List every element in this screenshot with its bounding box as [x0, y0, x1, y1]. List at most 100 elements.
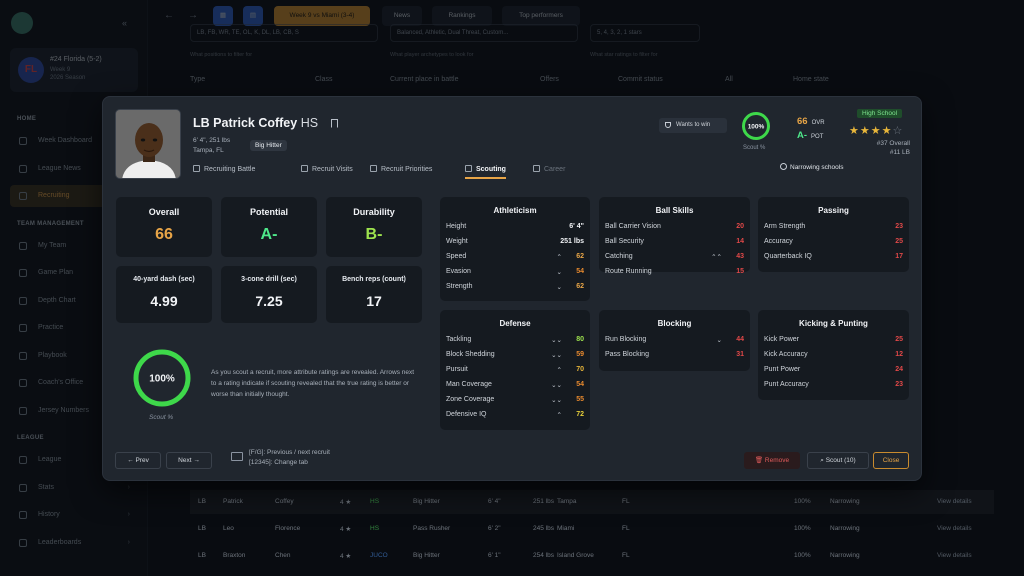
position-filter[interactable]: LB, FB, WR, TE, OL, K, DL, LB, CB, S: [190, 24, 378, 42]
bookmark-icon[interactable]: [331, 119, 338, 128]
rankings-button[interactable]: Rankings: [432, 6, 492, 26]
table-cell: 4 ★: [340, 499, 352, 506]
table-cell: FL: [622, 498, 630, 505]
table-cell: Coffey: [275, 498, 294, 505]
close-button[interactable]: Close: [873, 452, 909, 469]
arrow-up-icon: ⌃: [556, 254, 562, 261]
overall-card: Overall 66: [116, 197, 212, 257]
table-cell[interactable]: View details: [937, 525, 972, 532]
attribute-name: Punt Accuracy: [764, 381, 809, 388]
prev-button[interactable]: ← Prev: [115, 452, 161, 469]
sidebar-item-label: Playbook: [38, 351, 67, 359]
nav-icon: [19, 164, 27, 173]
attribute-name: Punt Power: [764, 366, 801, 373]
sidebar-item-jersey-numbers[interactable]: Jersey Numbers: [10, 400, 138, 422]
arrow-up-icon: ⌃: [556, 412, 562, 419]
sidebar-item-coach-s-office[interactable]: Coach's Office: [10, 372, 138, 394]
week-game-button[interactable]: Week 9 vs Miami (3-4): [274, 6, 370, 26]
team-name: #24 Florida (5-2): [50, 56, 102, 63]
top-bar: ← → ▦ ▤ Week 9 vs Miami (3-4) News Ranki…: [148, 0, 1024, 32]
sidebar-item-label: League News: [38, 164, 81, 172]
table-row[interactable]: LB Braxton Chen 4 ★ JUCO Big Hitter 6' 1" 254 l…: [190, 544, 994, 568]
scout-button[interactable]: ⌕ Scout (10): [807, 452, 869, 469]
card-value: 66: [155, 226, 173, 243]
column-header: Class: [315, 76, 333, 83]
panel-title: Defense: [499, 319, 531, 328]
table-cell: Chen: [275, 552, 291, 559]
sidebar-item-game-plan[interactable]: Game Plan: [10, 262, 138, 284]
arrow-up-icon: ⌃: [556, 367, 562, 374]
card-value: B-: [365, 226, 383, 243]
table-cell: FL: [622, 552, 630, 559]
attribute-value: 62: [576, 253, 584, 260]
next-button[interactable]: Next →: [166, 452, 212, 469]
sidebar-item-history[interactable]: History ›: [10, 504, 138, 526]
calendar-button[interactable]: ▤: [243, 6, 263, 26]
tab-career[interactable]: Career: [533, 165, 565, 173]
table-row[interactable]: LB Patrick Coffey 4 ★ HS Big Hitter 6' 4" 251 l…: [190, 490, 994, 514]
grid-view-button[interactable]: ▦: [213, 6, 233, 26]
card-label: Bench reps (count): [342, 276, 406, 283]
top-performers-button[interactable]: Top performers: [502, 6, 580, 26]
table-cell: 6' 4": [488, 498, 501, 505]
archetype-filter[interactable]: Balanced, Athletic, Dual Threat, Custom.…: [390, 24, 578, 42]
keyboard-icon: [231, 452, 243, 461]
table-row[interactable]: LB Leo Florence 4 ★ HS Pass Rusher 6' 2" 245 lb…: [190, 517, 994, 541]
scout-percent: 100%: [748, 124, 765, 131]
battle-icon: [193, 165, 200, 172]
player-avatar: [115, 109, 181, 179]
attribute-row: Block Shedding ⌄⌄ 59: [446, 351, 584, 366]
attribute-name: Kick Power: [764, 336, 800, 343]
sidebar-item-stats[interactable]: Stats ›: [10, 477, 138, 499]
back-arrow-icon[interactable]: ←: [164, 10, 174, 21]
status-icon: [780, 163, 787, 170]
filter-hint: What player archetypes to look for: [390, 52, 474, 58]
priorities-icon: [370, 165, 377, 172]
stars-filter[interactable]: 5, 4, 3, 2, 1 stars: [590, 24, 700, 42]
tab-recruit-priorities[interactable]: Recruit Priorities: [370, 165, 432, 173]
attribute-value: 43: [736, 253, 744, 260]
card-label: Potential: [249, 207, 288, 217]
sidebar-item-league-news[interactable]: League News: [10, 158, 138, 180]
sidebar-item-playbook[interactable]: Playbook: [10, 345, 138, 367]
attribute-value: 23: [895, 381, 903, 388]
keyboard-shortcuts: [F/G]: Previous / next recruit [12345]: C…: [249, 449, 330, 466]
arrow-down-icon: ⌄⌄: [551, 352, 562, 359]
sidebar-item-league[interactable]: League: [10, 449, 138, 471]
table-cell: Florence: [275, 525, 301, 532]
attribute-value: 31: [736, 351, 744, 358]
tab-recruit-visits[interactable]: Recruit Visits: [301, 165, 353, 173]
forward-arrow-icon[interactable]: →: [188, 10, 198, 21]
sidebar-item-label: Recruiting: [38, 192, 70, 199]
tab-recruiting-battle[interactable]: Recruiting Battle: [193, 165, 255, 173]
team-card[interactable]: FL #24 Florida (5-2) Week 9 2026 Season: [10, 48, 138, 92]
column-header: Commit status: [618, 76, 663, 83]
attribute-value: 20: [736, 223, 744, 230]
sidebar-item-depth-chart[interactable]: Depth Chart: [10, 290, 138, 312]
card-value: 17: [366, 293, 382, 309]
remove-button[interactable]: 🗑 Remove: [744, 452, 800, 469]
tab-scouting[interactable]: Scouting: [465, 165, 506, 179]
table-cell[interactable]: View details: [937, 552, 972, 559]
column-header: All: [725, 76, 733, 83]
sidebar-item-practice[interactable]: Practice: [10, 317, 138, 339]
collapse-sidebar-icon[interactable]: «: [122, 18, 128, 28]
table-cell: 254 lbs: [533, 552, 554, 559]
table-cell[interactable]: View details: [937, 498, 972, 505]
team-logo: FL: [18, 57, 44, 83]
card-value: 7.25: [255, 293, 283, 309]
sidebar-item-leaderboards[interactable]: Leaderboards ›: [10, 532, 138, 554]
player-bio: 6' 4", 251 lbs Tampa, FL: [193, 137, 231, 154]
news-button[interactable]: News: [382, 6, 422, 26]
panel-title: Passing: [818, 206, 849, 215]
sidebar-item-label: Week Dashboard: [38, 137, 92, 144]
sidebar-item-label: My Team: [38, 241, 67, 249]
table-cell: 4 ★: [340, 553, 352, 560]
sidebar-item-my-team[interactable]: My Team: [10, 235, 138, 257]
attribute-name: Zone Coverage: [446, 396, 495, 403]
card-value: 4.99: [150, 293, 178, 309]
column-header: Type: [190, 76, 206, 83]
sidebar-item-week-dashboard[interactable]: Week Dashboard: [10, 130, 138, 152]
attribute-row: Quarterback IQ 17: [764, 253, 903, 268]
table-cell: Narrowing: [830, 552, 860, 559]
